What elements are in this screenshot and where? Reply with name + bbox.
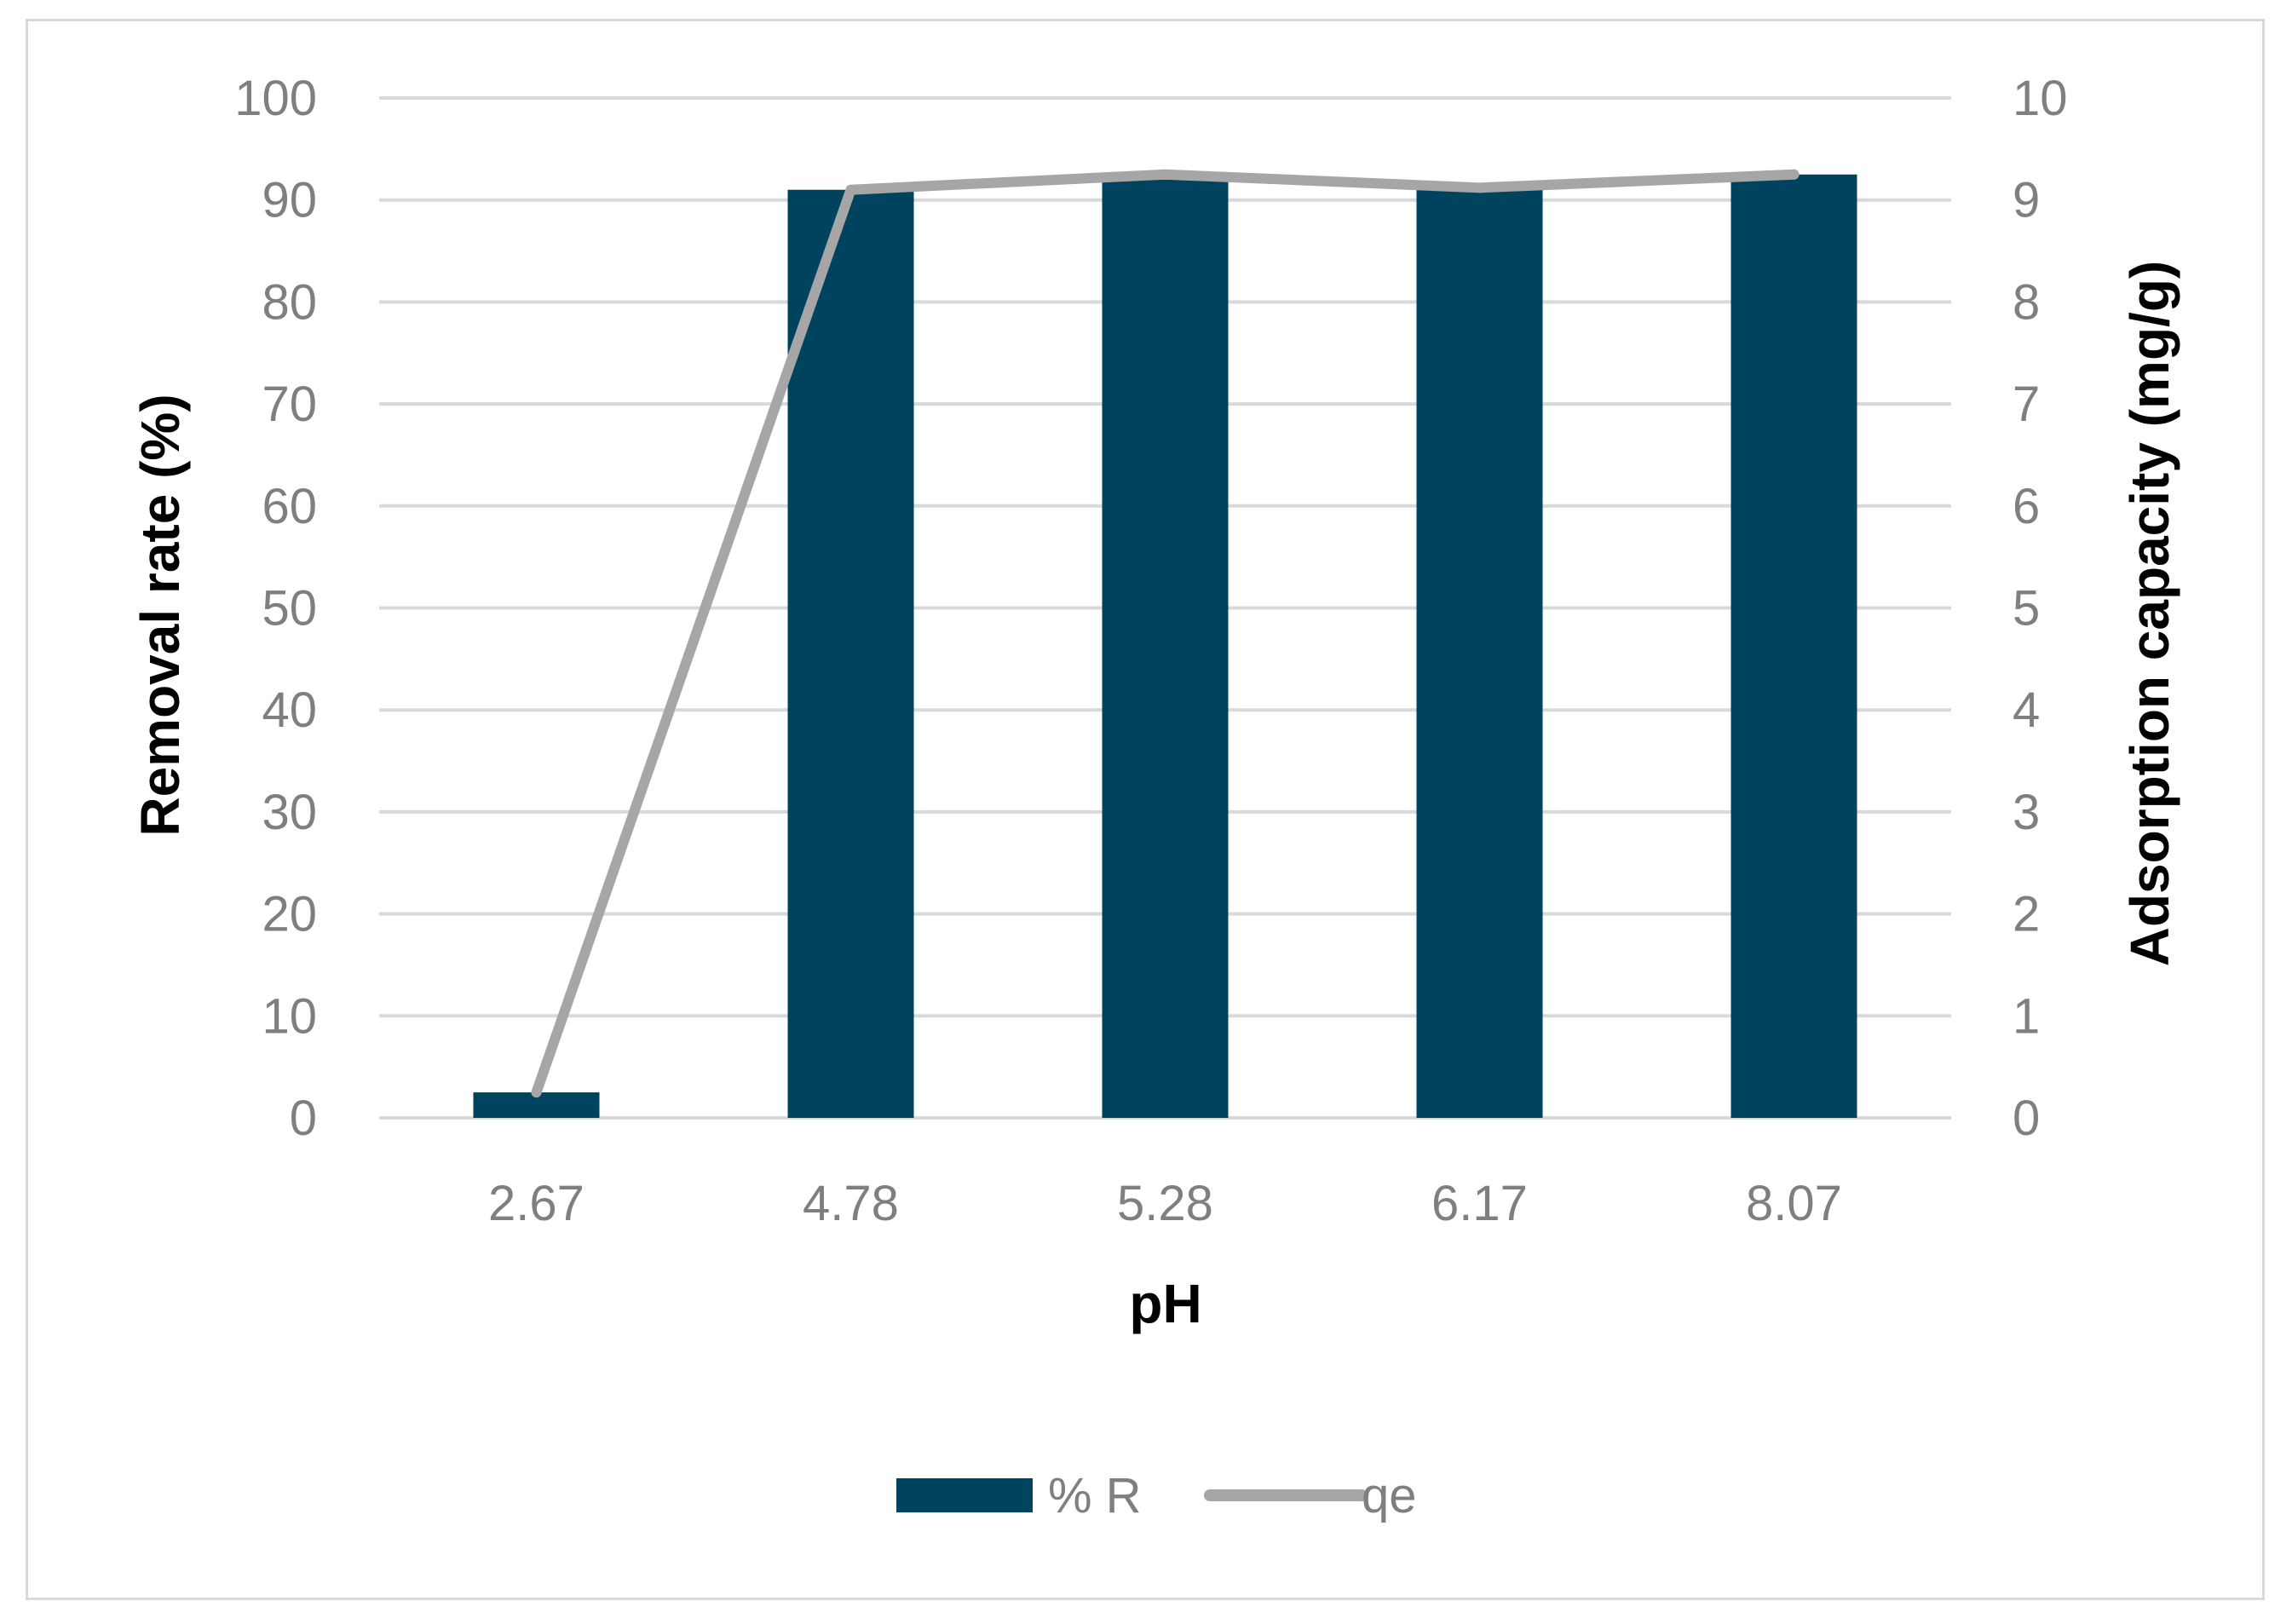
y-tick-label: 60 — [262, 479, 317, 534]
y-tick-label: 20 — [262, 887, 317, 942]
y2-tick-label: 1 — [2013, 988, 2040, 1044]
line-point — [1788, 169, 1800, 180]
legend-label-line: qe — [1362, 1468, 1417, 1523]
left-axis-ticks: 0 10 20 30 40 50 60 70 80 90 100 — [234, 71, 317, 1146]
legend: % R qe — [896, 1468, 1417, 1523]
y2-tick-label: 8 — [2013, 274, 2040, 330]
x-tick-label: 5.28 — [1117, 1176, 1213, 1231]
y2-tick-label: 10 — [2013, 71, 2068, 126]
x-axis-ticks: 2.67 4.78 5.28 6.17 8.07 — [488, 1176, 1842, 1231]
y2-axis-title: Adsorption capacity (mg/g) — [2119, 261, 2180, 967]
y2-tick-label: 4 — [2013, 682, 2040, 738]
bar — [1102, 179, 1229, 1118]
y-tick-label: 0 — [290, 1091, 317, 1146]
bar — [787, 189, 914, 1119]
y-tick-label: 90 — [262, 173, 317, 228]
y-tick-label: 80 — [262, 274, 317, 330]
x-tick-label: 8.07 — [1746, 1176, 1842, 1231]
y2-tick-label: 6 — [2013, 479, 2040, 534]
right-axis-ticks: 0 1 2 3 4 5 6 7 8 9 10 — [2013, 71, 2068, 1146]
x-tick-label: 2.67 — [488, 1176, 585, 1231]
y-tick-label: 10 — [262, 988, 317, 1044]
line-point — [845, 184, 856, 195]
y-tick-label: 100 — [234, 71, 317, 126]
x-tick-label: 4.78 — [803, 1176, 899, 1231]
line-point — [1474, 182, 1485, 193]
bar — [1416, 189, 1543, 1119]
y2-tick-label: 3 — [2013, 785, 2040, 840]
y2-tick-label: 9 — [2013, 173, 2040, 228]
y2-tick-label: 2 — [2013, 887, 2040, 942]
y-tick-label: 50 — [262, 581, 317, 636]
y-tick-label: 40 — [262, 682, 317, 738]
legend-swatch-bar — [896, 1478, 1033, 1512]
y2-tick-label: 7 — [2013, 377, 2040, 432]
y2-tick-label: 5 — [2013, 581, 2040, 636]
line-point — [1160, 169, 1171, 180]
y-axis-title: Removal rate (%) — [130, 394, 191, 836]
y2-tick-label: 0 — [2013, 1091, 2040, 1146]
x-axis-title: pH — [1129, 1273, 1201, 1334]
x-tick-label: 6.17 — [1431, 1176, 1528, 1231]
bar-series — [473, 174, 1857, 1119]
legend-label-bar: % R — [1048, 1468, 1142, 1523]
line-series — [531, 169, 1800, 1098]
bar — [1731, 174, 1857, 1118]
line-point — [531, 1087, 542, 1098]
y-tick-label: 70 — [262, 377, 317, 432]
y-tick-label: 30 — [262, 785, 317, 840]
